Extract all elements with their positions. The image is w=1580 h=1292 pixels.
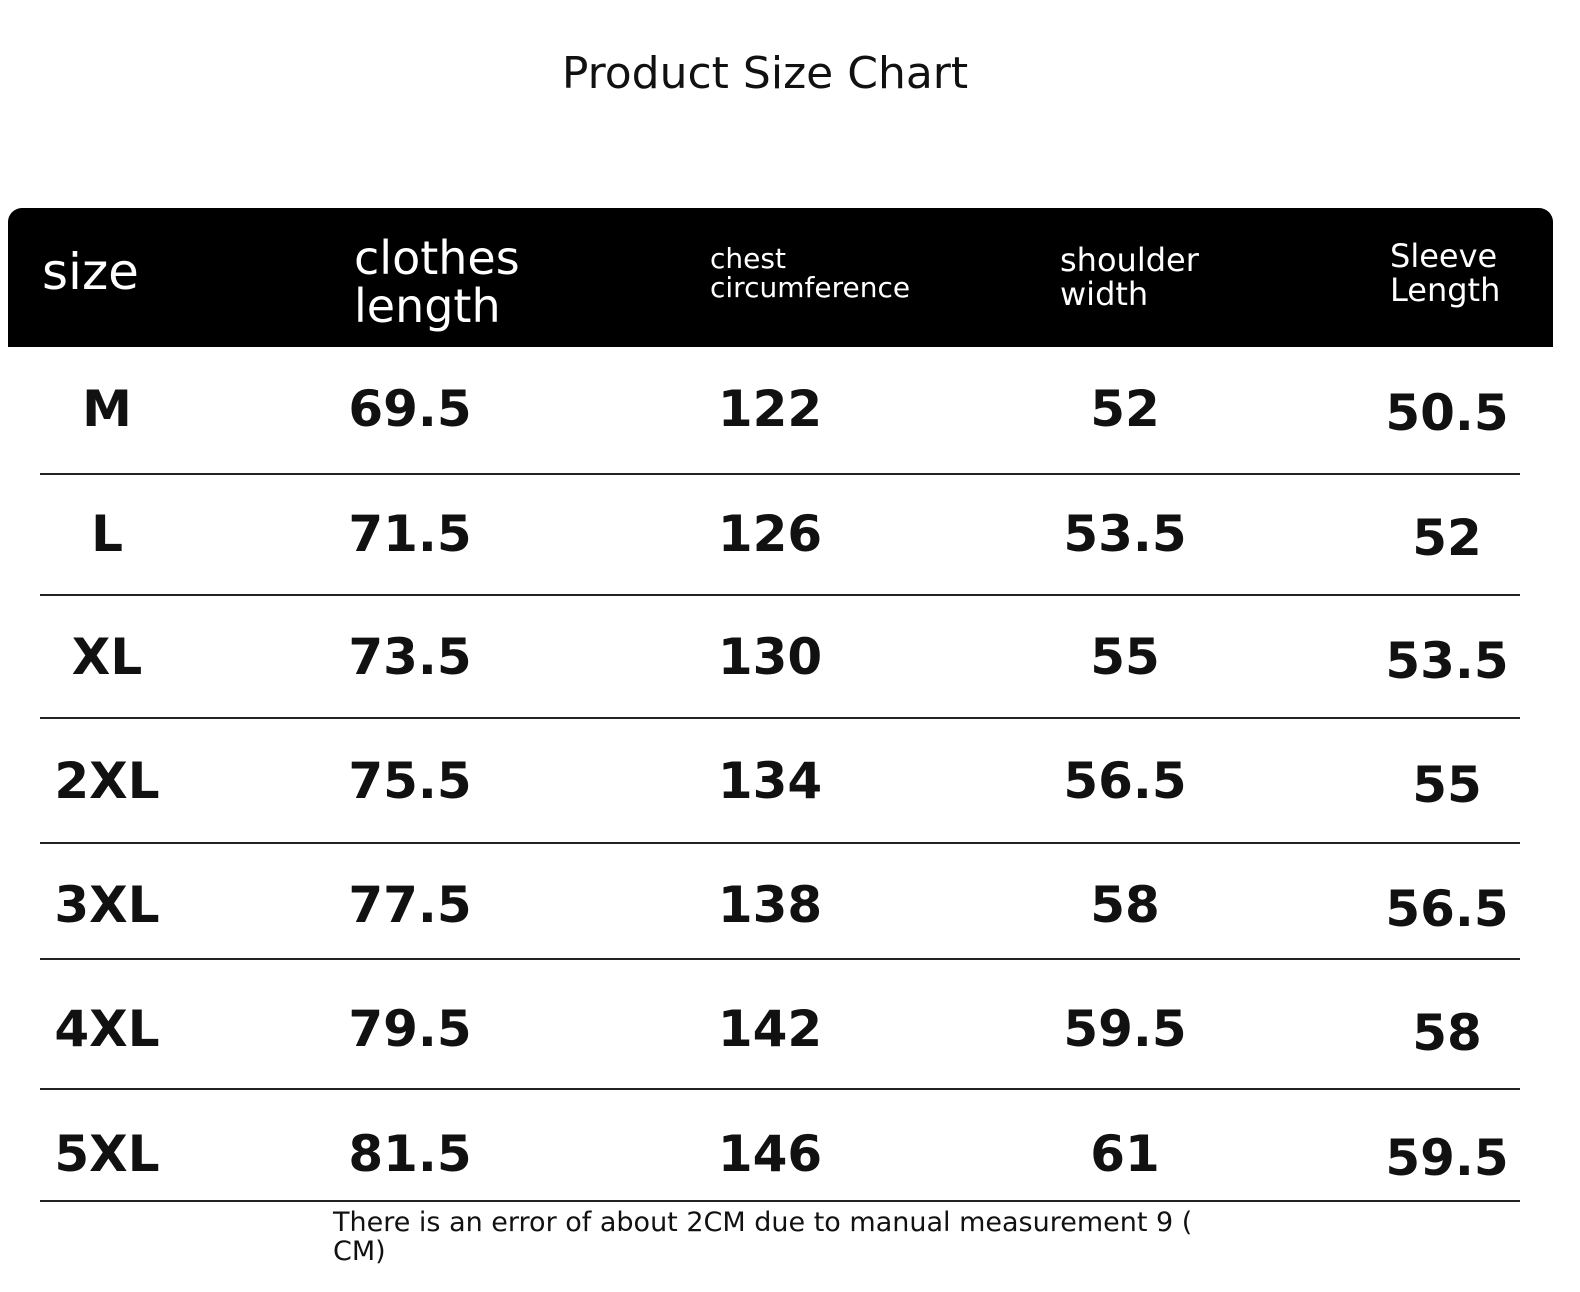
note: There is an error of about 2CM due to ma… [333, 1207, 1193, 1268]
measurement: 71.5 [348, 505, 472, 563]
row-divider [40, 473, 1520, 475]
measurement: 138 [717, 876, 823, 934]
size-label: 4XL [54, 1000, 160, 1058]
measurement: 61 [1090, 1125, 1160, 1183]
measurement: 55 [1412, 756, 1482, 814]
measurement: 56.5 [1385, 880, 1509, 938]
table-header: size clothes length chest circumference sho… [8, 208, 1553, 347]
measurement: 81.5 [348, 1125, 472, 1183]
header-cell: clothes length [354, 231, 520, 334]
measurement: 142 [717, 1000, 823, 1058]
measurement: 134 [717, 752, 823, 810]
measurement: 59.5 [1063, 1000, 1187, 1058]
row-divider [40, 594, 1520, 596]
size-label: XL [71, 628, 143, 686]
measurement: 75.5 [348, 752, 472, 810]
measurement: 50.5 [1385, 384, 1509, 442]
measurement: 69.5 [348, 380, 472, 438]
measurement: 146 [717, 1125, 823, 1183]
measurement: 52 [1412, 509, 1482, 567]
row-divider [40, 842, 1520, 844]
measurement: 59.5 [1385, 1129, 1509, 1187]
measurement: 56.5 [1063, 752, 1187, 810]
row-divider [40, 1088, 1520, 1090]
measurement: 52 [1090, 380, 1160, 438]
measurement: 55 [1090, 628, 1160, 686]
header-cell: shoulder width [1060, 241, 1199, 313]
measurement: 73.5 [348, 628, 472, 686]
measurement: 77.5 [348, 876, 472, 934]
size-label: 2XL [54, 752, 160, 810]
size-label: 5XL [54, 1125, 160, 1183]
size-label: L [91, 505, 123, 563]
header-cell: size [42, 243, 139, 301]
row-divider [40, 717, 1520, 719]
header-cell: Sleeve Length [1390, 237, 1501, 309]
header-cell: chest circumference [710, 242, 911, 305]
size-label: 3XL [54, 876, 160, 934]
measurement: 79.5 [348, 1000, 472, 1058]
measurement: 58 [1412, 1004, 1482, 1062]
measurement: 122 [717, 380, 823, 438]
measurement: 53.5 [1385, 632, 1509, 690]
row-divider [40, 958, 1520, 960]
row-divider [40, 1200, 1520, 1202]
size-label: M [82, 380, 132, 438]
measurement: 130 [717, 628, 823, 686]
page-title: Product Size Chart [561, 48, 969, 99]
measurement: 53.5 [1063, 505, 1187, 563]
measurement: 126 [717, 505, 823, 563]
measurement: 58 [1090, 876, 1160, 934]
